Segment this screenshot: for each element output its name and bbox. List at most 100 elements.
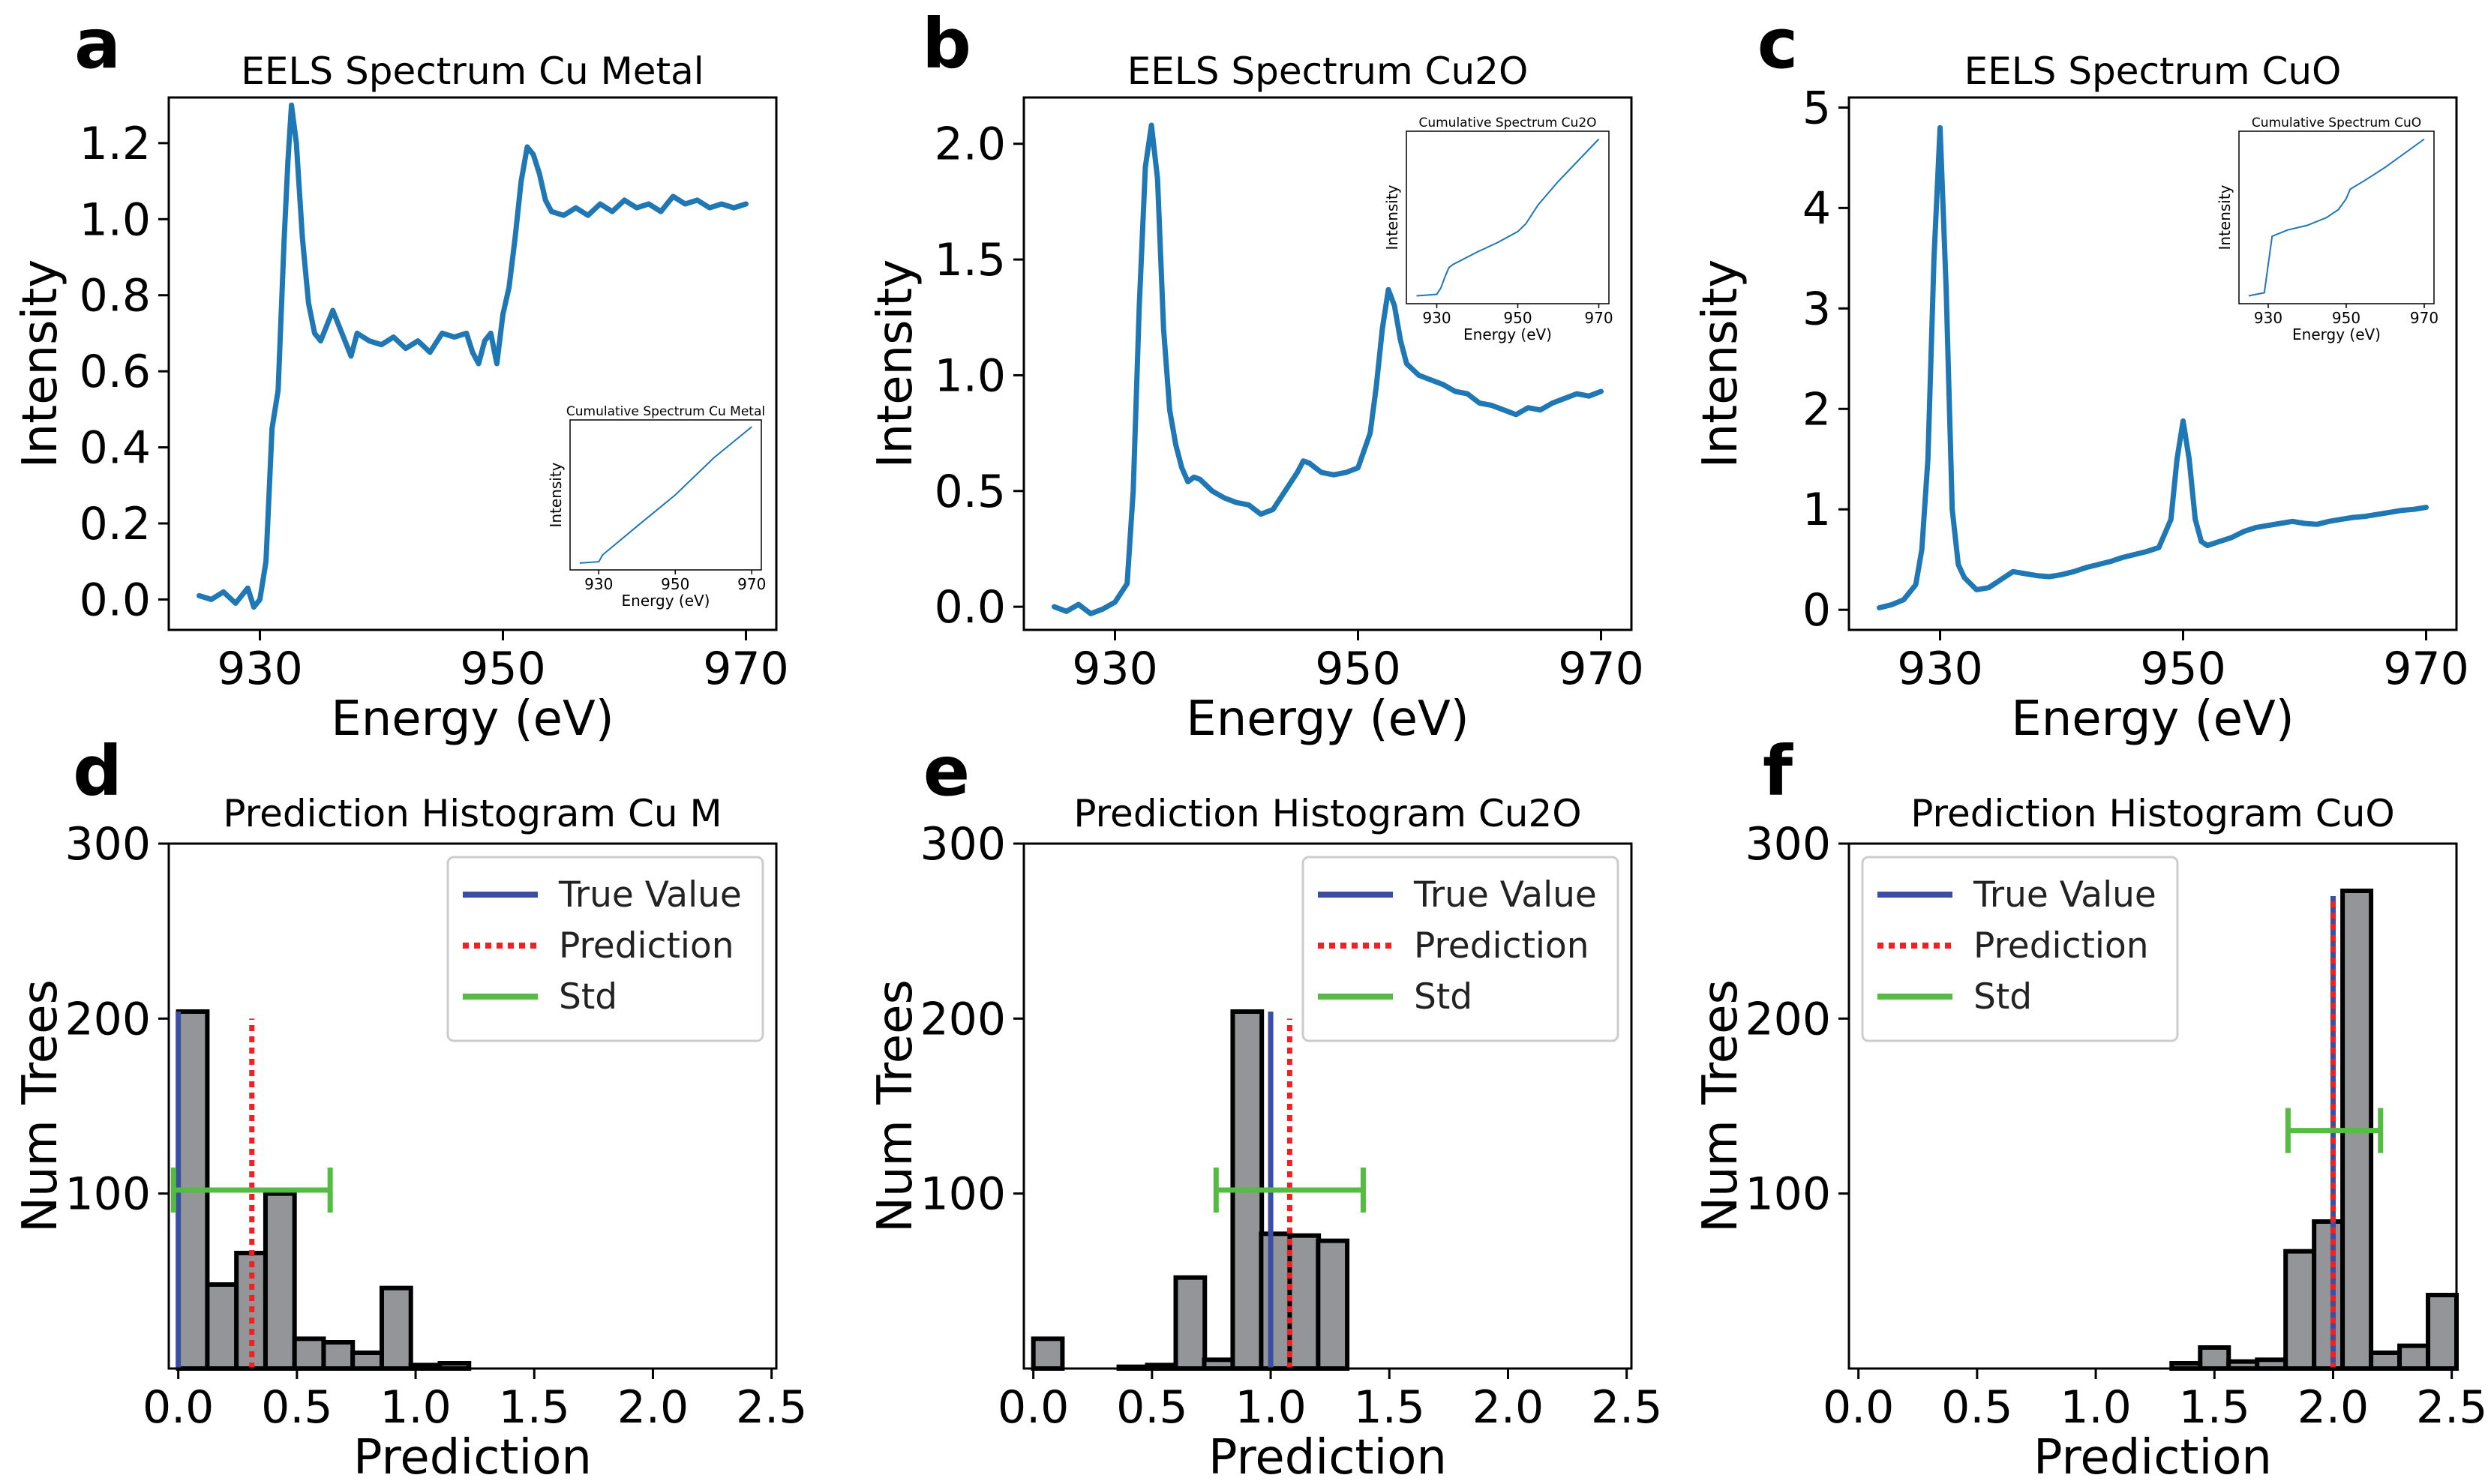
x-tick-label: 2.5 bbox=[736, 1381, 807, 1434]
x-tick-label: 1.0 bbox=[1235, 1381, 1306, 1434]
inset-line bbox=[579, 426, 752, 564]
legend-label: Prediction bbox=[1414, 925, 1589, 967]
spectrum-line bbox=[197, 102, 749, 610]
inset-frame bbox=[1406, 130, 1610, 304]
legend-label: True Value bbox=[558, 874, 742, 916]
y-tick-label: 0 bbox=[1802, 584, 1831, 637]
y-tick-label: 300 bbox=[920, 818, 1006, 871]
x-tick-label: 2.0 bbox=[2297, 1381, 2369, 1434]
inset-x-tick-label: 950 bbox=[1503, 309, 1532, 327]
x-tick-label: 1.5 bbox=[499, 1381, 570, 1434]
x-tick-label: 0.0 bbox=[1823, 1381, 1894, 1434]
y-axis-label: Num Trees bbox=[1693, 979, 1748, 1233]
x-tick-label: 930 bbox=[1897, 643, 1983, 695]
histogram-bar bbox=[1316, 1238, 1350, 1371]
panel-c: c EELS Spectrum CuO 930 950 970 0 1 2 3 4 5 Energy … bbox=[1693, 4, 2469, 747]
chart-title: Prediction Histogram CuO bbox=[1910, 792, 2395, 835]
legend-label: Prediction bbox=[1973, 925, 2149, 967]
x-tick-label: 970 bbox=[2383, 643, 2469, 695]
y-axis-label: Num Trees bbox=[13, 979, 68, 1233]
y-tick-label: 1.5 bbox=[935, 234, 1006, 286]
inset-x-tick-label: 930 bbox=[1422, 309, 1451, 327]
panel-letter: b bbox=[922, 4, 971, 84]
y-axis-label: Num Trees bbox=[868, 979, 923, 1233]
chart-title: EELS Spectrum CuO bbox=[1964, 49, 2342, 93]
y-tick-label: 4 bbox=[1802, 182, 1831, 235]
y-axis-label: Intensity bbox=[13, 259, 68, 469]
x-tick-label: 2.5 bbox=[1591, 1381, 1662, 1434]
x-tick-label: 0.0 bbox=[143, 1381, 214, 1434]
histogram-bar bbox=[321, 1340, 356, 1371]
histogram-bar bbox=[2198, 1345, 2231, 1371]
x-axis-label: Energy (eV) bbox=[2011, 691, 2294, 747]
spectrum-line bbox=[1052, 122, 1604, 616]
inset-chart: Cumulative Spectrum Cu Metal 930 950 970 Ene… bbox=[547, 404, 766, 610]
plot-frame bbox=[1847, 842, 2458, 1370]
x-tick-label: 0.0 bbox=[998, 1381, 1069, 1434]
histogram-bar bbox=[2369, 1351, 2402, 1371]
inset-y-label: Intensity bbox=[2216, 184, 2234, 250]
y-tick-label: 1.2 bbox=[80, 118, 151, 170]
inset-x-tick-label: 970 bbox=[737, 575, 766, 593]
x-tick-label: 1.0 bbox=[380, 1381, 451, 1434]
y-tick-label: 300 bbox=[65, 818, 151, 871]
inset-frame bbox=[2238, 130, 2435, 304]
y-tick-label: 2.0 bbox=[935, 118, 1006, 171]
inset-title: Cumulative Spectrum CuO bbox=[2252, 115, 2421, 130]
x-axis-label: Energy (eV) bbox=[1186, 691, 1469, 747]
inset-x-tick-label: 970 bbox=[2410, 309, 2438, 327]
y-tick-label: 0.6 bbox=[80, 346, 151, 398]
inset-y-label: Intensity bbox=[1383, 184, 1401, 250]
panel-d: d Prediction Histogram Cu M True Value Pred… bbox=[13, 731, 807, 1484]
histogram-bar bbox=[2426, 1293, 2459, 1371]
chart-title: EELS Spectrum Cu Metal bbox=[241, 49, 704, 93]
histogram-bar bbox=[1173, 1275, 1208, 1371]
inset-chart: Cumulative Spectrum Cu2O 930 950 970 Energy … bbox=[1383, 115, 1613, 343]
x-tick-label: 950 bbox=[2140, 643, 2226, 695]
y-tick-label: 1 bbox=[1802, 484, 1831, 536]
histogram-bar bbox=[205, 1282, 239, 1371]
legend-label: Std bbox=[1414, 976, 1472, 1018]
inset-x-tick-label: 930 bbox=[584, 575, 613, 593]
x-tick-label: 2.5 bbox=[2416, 1381, 2487, 1434]
panel-letter: c bbox=[1757, 4, 1799, 84]
x-axis-label: Prediction bbox=[353, 1430, 592, 1484]
x-tick-label: 2.0 bbox=[1472, 1381, 1544, 1434]
chart-title: Prediction Histogram Cu2O bbox=[1073, 792, 1581, 835]
y-tick-label: 200 bbox=[920, 993, 1006, 1045]
histogram-bar bbox=[2312, 1219, 2345, 1371]
x-tick-label: 930 bbox=[1072, 643, 1158, 695]
x-tick-label: 1.5 bbox=[2179, 1381, 2250, 1434]
y-tick-label: 3 bbox=[1802, 283, 1831, 335]
x-tick-label: 0.5 bbox=[261, 1381, 332, 1434]
inset-title: Cumulative Spectrum Cu2O bbox=[1418, 115, 1596, 130]
histogram-bar bbox=[1287, 1233, 1322, 1371]
y-axis-label: Intensity bbox=[1693, 259, 1748, 469]
histogram-bar bbox=[2255, 1357, 2288, 1372]
y-tick-label: 0.5 bbox=[935, 466, 1006, 518]
inset-y-label: Intensity bbox=[547, 462, 565, 527]
y-tick-label: 0.2 bbox=[80, 498, 151, 550]
x-tick-label: 970 bbox=[1558, 643, 1644, 695]
histogram-bar bbox=[350, 1351, 384, 1371]
y-tick-label: 0.0 bbox=[935, 581, 1006, 634]
histogram-bar bbox=[292, 1336, 326, 1372]
inset-title: Cumulative Spectrum Cu Metal bbox=[566, 404, 765, 419]
histogram-bar bbox=[1259, 1231, 1293, 1372]
y-tick-label: 0.8 bbox=[80, 270, 151, 322]
legend-label: Std bbox=[559, 976, 617, 1018]
legend-label: True Value bbox=[1973, 874, 2156, 916]
inset-x-tick-label: 950 bbox=[661, 575, 689, 593]
panel-e: e Prediction Histogram Cu2O True Value Pred… bbox=[868, 731, 1662, 1484]
plot-frame bbox=[1022, 842, 1633, 1370]
panel-letter: e bbox=[923, 731, 970, 811]
x-tick-label: 0.5 bbox=[1941, 1381, 2012, 1434]
x-tick-label: 1.0 bbox=[2060, 1381, 2131, 1434]
y-tick-label: 200 bbox=[65, 993, 151, 1045]
spectrum-line bbox=[1877, 124, 2429, 610]
x-axis-label: Energy (eV) bbox=[331, 691, 614, 747]
x-tick-label: 1.5 bbox=[1354, 1381, 1425, 1434]
plot-frame bbox=[167, 96, 778, 631]
plot-frame bbox=[1022, 96, 1633, 631]
